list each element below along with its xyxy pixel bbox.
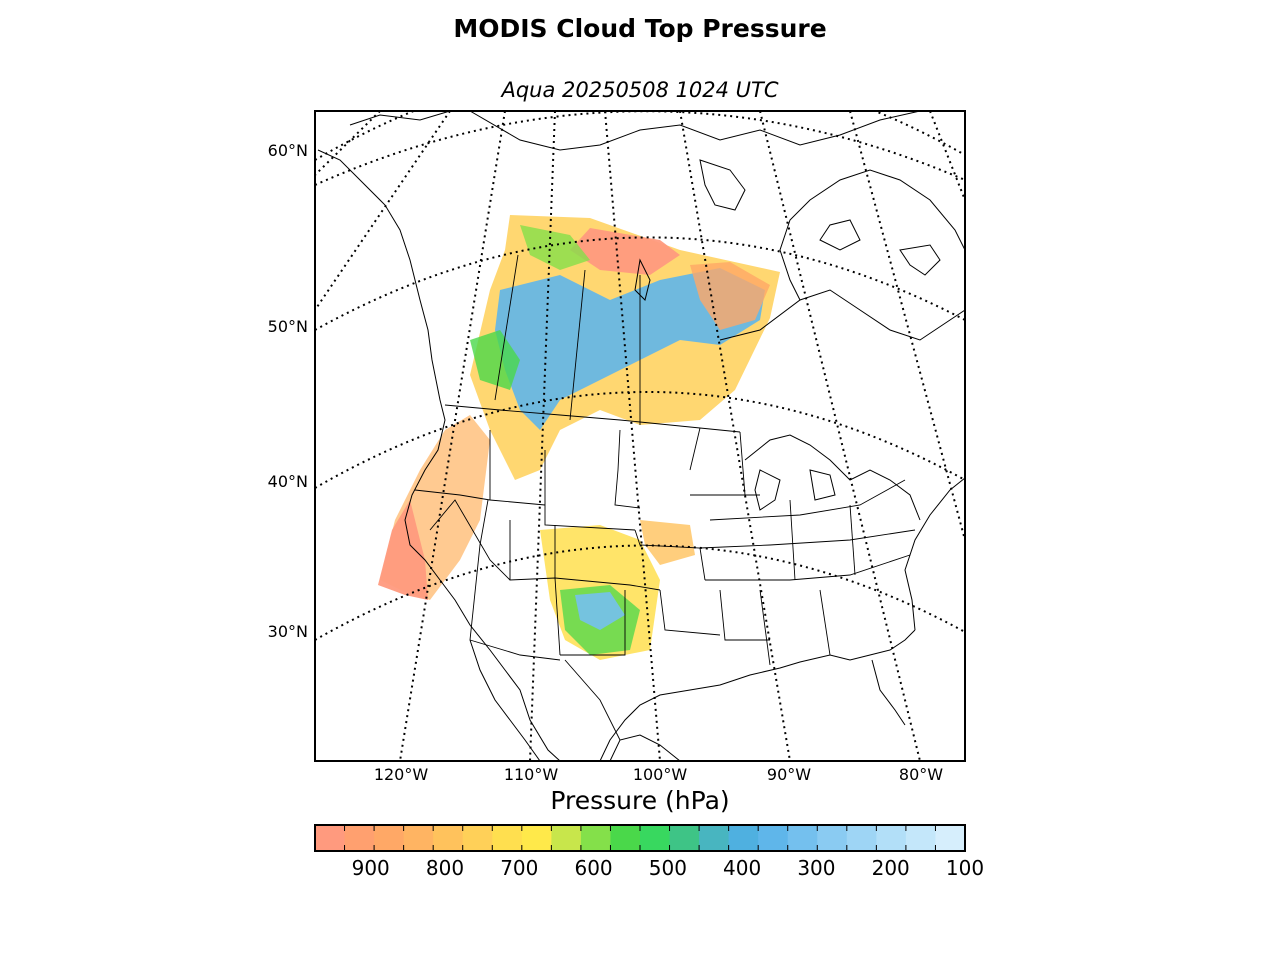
graticule: [315, 111, 965, 761]
cloud-region-mid-north: [520, 225, 590, 270]
cloud-swaths: [378, 215, 780, 660]
lon-label-80: 80°W: [898, 765, 944, 784]
colorbar-segment: [846, 825, 877, 851]
map-content: [315, 111, 965, 761]
colorbar-segment: [433, 825, 464, 851]
colorbar-tick-label: 700: [500, 856, 539, 880]
colorbar-tick-label: 500: [648, 856, 687, 880]
lat-label-50: 50°N: [267, 317, 308, 336]
colorbar-segment: [699, 825, 730, 851]
colorbar-segment: [374, 825, 405, 851]
cloud-region-newmexico-high: [575, 592, 625, 630]
colorbar-tick-label: 400: [723, 856, 762, 880]
cloud-region-lowlevel-north: [570, 228, 680, 275]
colorbar-segment: [935, 825, 966, 851]
colorbar-segment: [640, 825, 671, 851]
colorbar-segment: [521, 825, 552, 851]
colorbar-tick-label: 800: [425, 856, 465, 880]
colorbar-segment: [551, 825, 582, 851]
cloud-region-oklahoma: [640, 520, 695, 565]
lon-label-90: 90°W: [766, 765, 812, 784]
lon-label-100: 100°W: [632, 765, 688, 784]
lon-label-120: 120°W: [373, 765, 429, 784]
colorbar-segment: [315, 825, 346, 851]
colorbar-segment: [610, 825, 641, 851]
colorbar-segment: [669, 825, 700, 851]
colorbar-tick-label: 100: [945, 856, 985, 880]
chart-title: MODIS Cloud Top Pressure: [453, 14, 827, 43]
cloud-region-california-low: [378, 500, 428, 600]
colorbar-segment: [758, 825, 789, 851]
colorbar-frame: [314, 824, 966, 852]
colorbar: [315, 825, 966, 851]
colorbar-tick-label: 900: [351, 856, 390, 880]
map-background: [315, 111, 965, 761]
lat-label-60: 60°N: [267, 141, 308, 160]
colorbar-tick-label: 600: [574, 856, 613, 880]
colorbar-segment: [787, 825, 818, 851]
cloud-region-highlevel: [495, 268, 765, 430]
colorbar-tick-label: 200: [871, 856, 910, 880]
colorbar-segment: [344, 825, 375, 851]
map-frame: [314, 110, 966, 762]
lat-label-40: 40°N: [267, 472, 308, 491]
lon-label-110: 110°W: [503, 765, 559, 784]
colorbar-segment: [492, 825, 523, 851]
colorbar-segment: [462, 825, 493, 851]
political-boundaries: [414, 254, 916, 741]
colorbar-segment: [580, 825, 612, 851]
chart-subtitle: Aqua 20250508 1024 UTC: [501, 78, 779, 102]
cloud-region-east: [690, 262, 770, 330]
colorbar-segment: [905, 825, 937, 851]
lat-label-30: 30°N: [267, 622, 308, 641]
colorbar-segment: [728, 825, 759, 851]
colorbar-tick-label: 300: [797, 856, 836, 880]
colorbar-segment: [817, 825, 848, 851]
cloud-region-green-strip: [470, 330, 520, 390]
colorbar-segment: [403, 825, 434, 851]
colorbar-label: Pressure (hPa): [550, 786, 730, 815]
colorbar-segment: [876, 825, 907, 851]
